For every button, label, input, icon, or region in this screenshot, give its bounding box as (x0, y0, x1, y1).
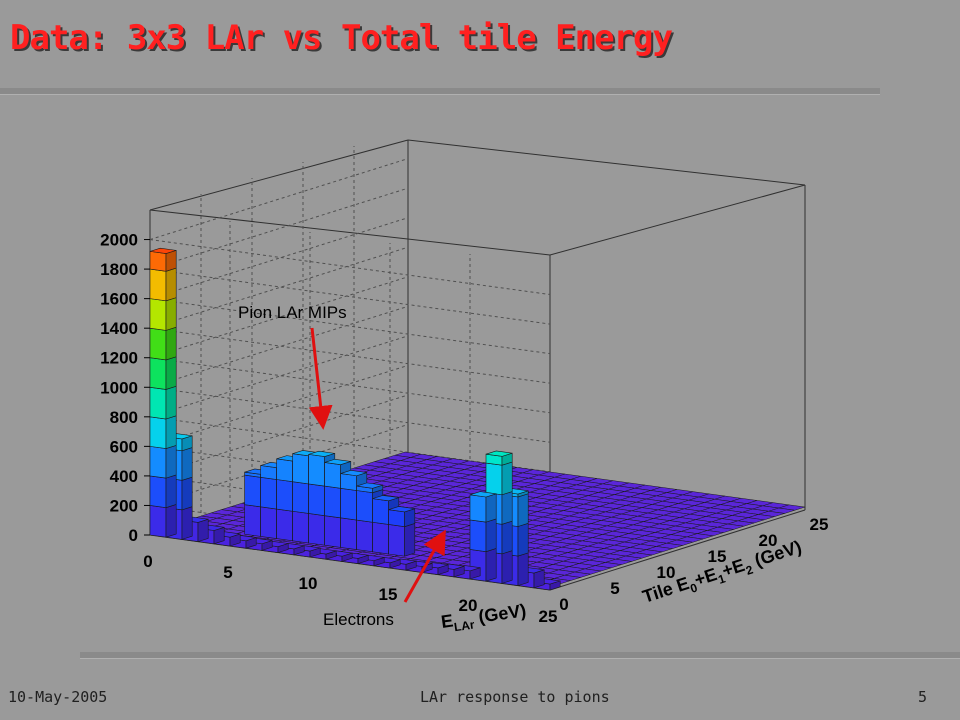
x-tick-label: 10 (299, 574, 318, 593)
x-tick-label: 25 (539, 607, 558, 626)
mip-ridge (244, 450, 416, 557)
footer-page-number: 5 (918, 688, 928, 706)
z-tick-label: 1400 (100, 319, 138, 338)
z-tick-label: 1600 (100, 290, 138, 309)
x-axis-title: ELAr (GeV) (440, 600, 528, 636)
y-tick-label: 20 (759, 531, 778, 550)
footer-divider (80, 652, 960, 658)
z-tick-label: 1000 (100, 378, 138, 397)
x-axis-ticks: 0 5 10 15 20 25 (143, 552, 557, 626)
ridge-bar (388, 506, 416, 557)
y-tick-label: 0 (559, 595, 568, 614)
y-tick-label: 25 (810, 515, 829, 534)
y-axis-ticks: 0 5 10 15 20 25 (559, 515, 828, 614)
annotation-arrow-mips (308, 327, 333, 430)
annotation-arrow-electrons (403, 529, 446, 603)
x-tick-label: 5 (223, 563, 232, 582)
y-tick-label: 10 (657, 563, 676, 582)
footer-title: LAr response to pions (420, 688, 610, 706)
annotation-pion-lar-mips: Pion LAr MIPs (238, 303, 347, 322)
z-tick-label: 200 (110, 496, 138, 515)
x-tick-label: 20 (459, 596, 478, 615)
z-tick-label: 600 (110, 437, 138, 456)
plot-floor (149, 451, 806, 588)
z-tick-label: 1200 (100, 349, 138, 368)
z-tick-label: 800 (110, 408, 138, 427)
front-row-bars (149, 247, 561, 591)
footer-date: 10-May-2005 (8, 688, 108, 706)
z-tick-label: 1800 (100, 260, 138, 279)
z-tick-label: 400 (110, 467, 138, 486)
y-tick-label: 15 (708, 547, 727, 566)
title-divider (0, 88, 880, 94)
z-tick-label: 2000 (100, 231, 138, 250)
annotation-electrons: Electrons (323, 610, 394, 629)
x-tick-label: 0 (143, 552, 152, 571)
front-bar (149, 247, 177, 538)
x-tick-label: 15 (379, 585, 398, 604)
y-tick-label: 5 (610, 579, 619, 598)
z-axis-ticks: 0 200 400 600 800 1000 1200 1400 1600 1800 2000 (100, 231, 150, 545)
z-tick-label: 0 (129, 526, 138, 545)
slide-title: Data: 3x3 LAr vs Total tile Energy (10, 18, 673, 58)
